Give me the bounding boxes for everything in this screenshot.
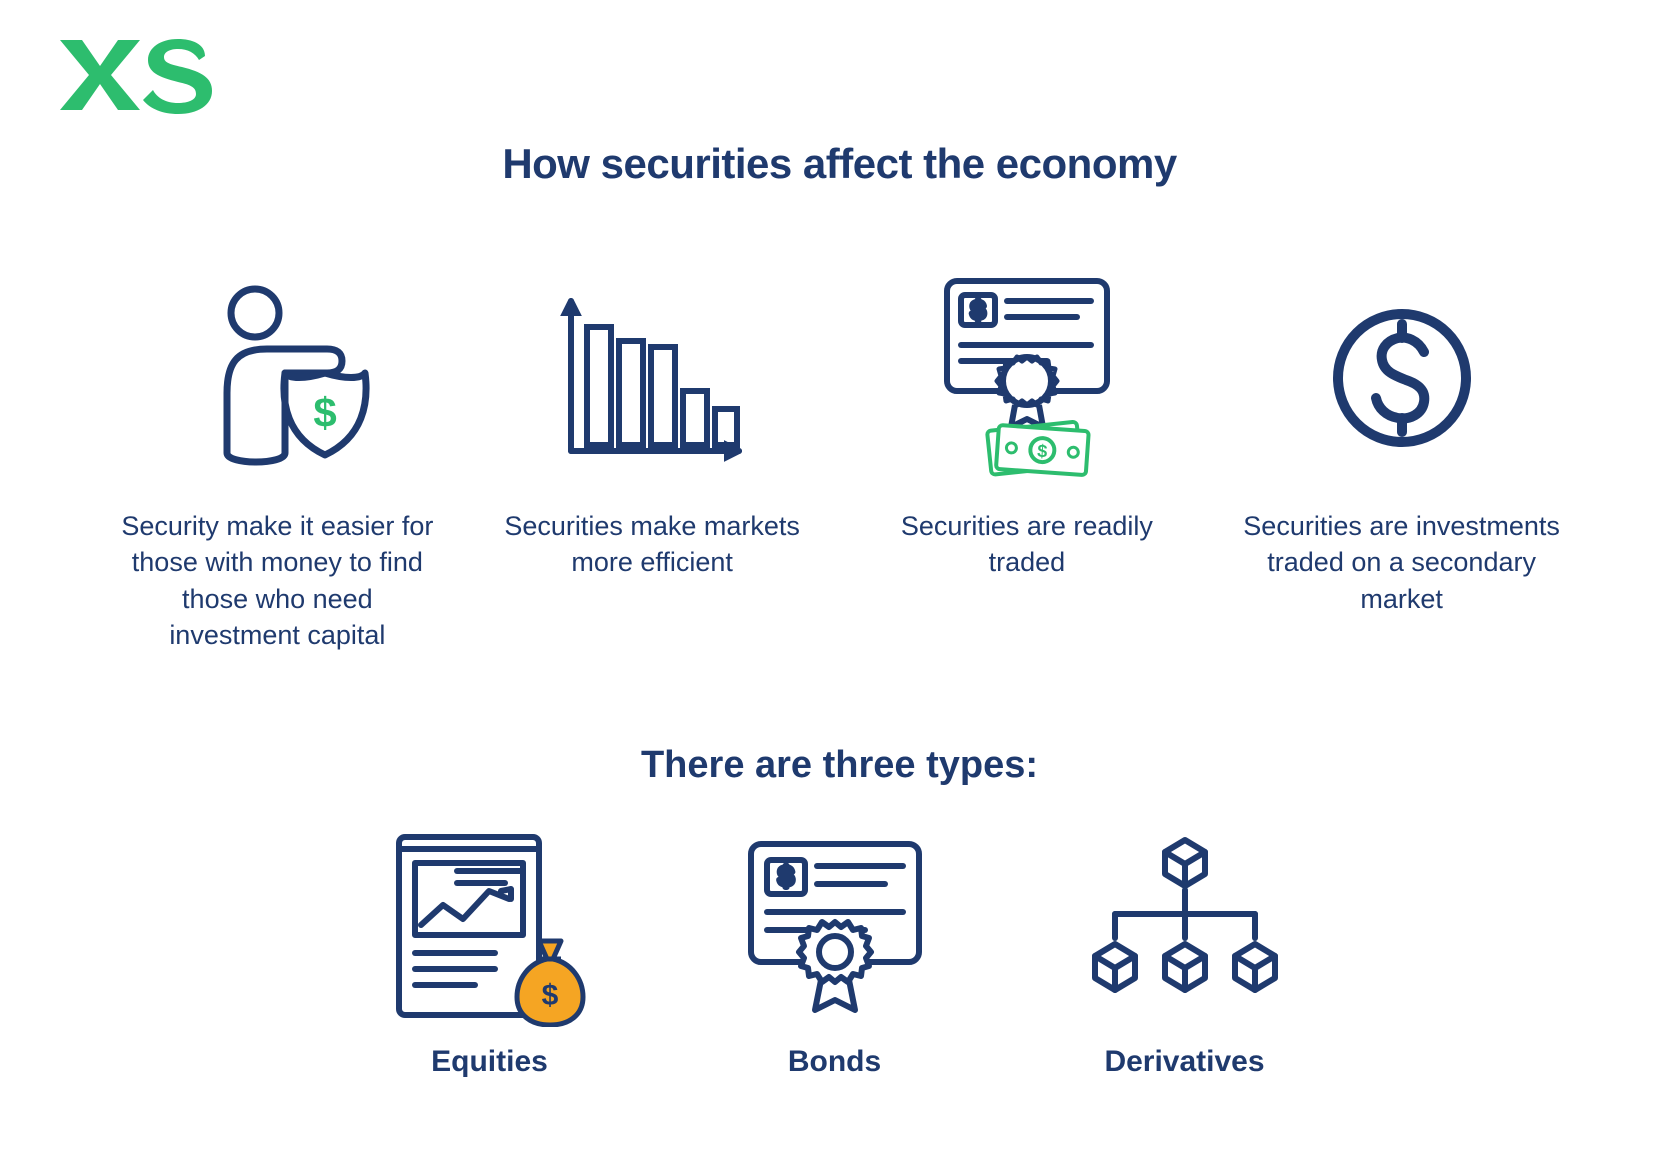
types-row: $ Equities $ bbox=[60, 827, 1619, 1079]
type-label: Equities bbox=[431, 1045, 548, 1079]
main-title: How securities affect the economy bbox=[60, 140, 1619, 188]
svg-text:$: $ bbox=[541, 979, 558, 1012]
effect-caption: Securities are investments traded on a s… bbox=[1242, 508, 1562, 617]
coin-dollar-icon bbox=[1322, 278, 1482, 478]
svg-text:$: $ bbox=[314, 389, 337, 436]
bond-certificate-icon: $ bbox=[735, 827, 935, 1027]
infographic-page: How securities affect the economy $ Secu… bbox=[0, 0, 1679, 1163]
svg-text:$: $ bbox=[1036, 441, 1047, 462]
effect-card-efficient-markets: Securities make markets more efficient bbox=[492, 278, 812, 581]
effect-caption: Security make it easier for those with m… bbox=[117, 508, 437, 654]
type-card-bonds: $ Bonds bbox=[735, 827, 935, 1079]
effect-card-secondary-market: Securities are investments traded on a s… bbox=[1242, 278, 1562, 617]
hierarchy-cubes-icon bbox=[1075, 827, 1295, 1027]
brand-logo bbox=[60, 36, 220, 119]
bar-chart-icon bbox=[557, 278, 747, 478]
effects-row: $ Security make it easier for those with… bbox=[60, 278, 1619, 654]
person-shield-dollar-icon: $ bbox=[177, 278, 377, 478]
effect-caption: Securities make markets more efficient bbox=[492, 508, 812, 581]
type-card-equities: $ Equities bbox=[385, 827, 595, 1079]
report-moneybag-icon: $ bbox=[385, 827, 595, 1027]
effect-card-readily-traded: $ bbox=[867, 278, 1187, 581]
svg-text:$: $ bbox=[778, 861, 793, 891]
effect-card-investment-capital: $ Security make it easier for those with… bbox=[117, 278, 437, 654]
sub-title: There are three types: bbox=[60, 744, 1619, 787]
type-card-derivatives: Derivatives bbox=[1075, 827, 1295, 1079]
certificate-cash-icon: $ bbox=[927, 278, 1127, 478]
type-label: Bonds bbox=[788, 1045, 881, 1079]
type-label: Derivatives bbox=[1104, 1045, 1264, 1079]
svg-text:$: $ bbox=[971, 297, 985, 324]
effect-caption: Securities are readily traded bbox=[867, 508, 1187, 581]
